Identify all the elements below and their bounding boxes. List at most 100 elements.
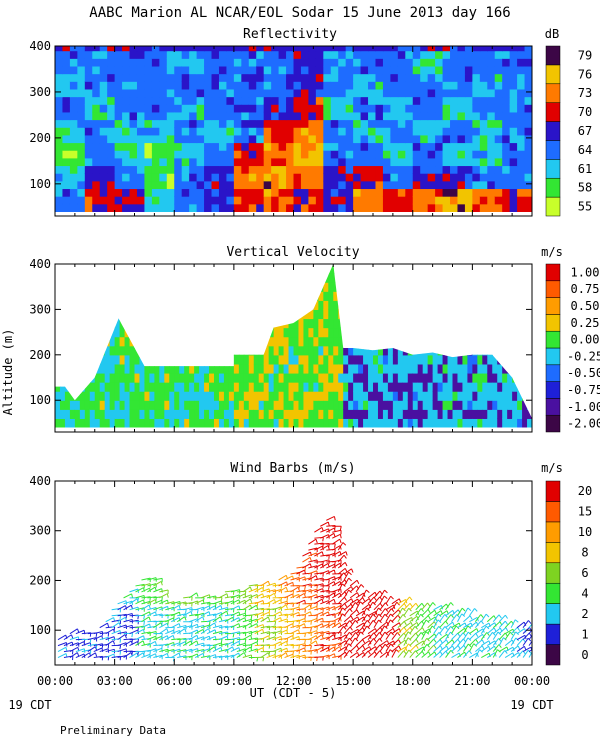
wind-barb [338,592,345,598]
velocity-cell [517,309,523,319]
reflectivity-cell [435,35,443,43]
reflectivity-cell [219,204,227,212]
velocity-cell [184,273,190,283]
velocity-cell [522,309,528,319]
reflectivity-cell [92,81,100,89]
velocity-cell [368,400,374,410]
velocity-cell [179,300,185,310]
reflectivity-cell [413,89,421,97]
velocity-cell [318,328,324,338]
velocity-cell [239,291,245,301]
velocity-cell [408,291,414,301]
velocity-cell [358,400,364,410]
reflectivity-cell [70,127,78,135]
velocity-cell [274,282,280,292]
reflectivity-cell [70,188,78,196]
velocity-cell [199,409,205,419]
reflectivity-cell [495,173,503,181]
reflectivity-cell [495,66,503,74]
reflectivity-cell [130,135,138,143]
velocity-cell [219,264,225,274]
colorbar-swatch [546,197,560,216]
reflectivity-cell [204,97,212,105]
velocity-cell [482,273,488,283]
reflectivity-cell [279,150,287,158]
velocity-cell [423,400,429,410]
reflectivity-cell [420,158,428,166]
reflectivity-cell [510,89,518,97]
reflectivity-cell [331,188,339,196]
velocity-cell [383,282,389,292]
reflectivity-cell [375,196,383,204]
velocity-cell [298,382,304,392]
reflectivity-cell [405,58,413,66]
velocity-cell [234,264,240,274]
velocity-cell [472,337,478,347]
wind-barb [338,597,344,604]
velocity-cell [214,318,220,328]
velocity-cell [169,309,175,319]
reflectivity-cell [316,135,324,143]
velocity-cell [65,273,71,283]
velocity-cell [353,418,359,428]
velocity-cell [70,318,76,328]
reflectivity-cell [100,66,108,74]
velocity-cell [403,391,409,401]
reflectivity-cell [189,35,197,43]
reflectivity-cell [249,112,257,120]
reflectivity-cell [323,127,331,135]
velocity-cell [388,273,394,283]
reflectivity-cell [450,104,458,112]
velocity-cell [70,382,76,392]
velocity-cell [144,364,150,374]
velocity-cell [130,337,136,347]
reflectivity-cell [70,58,78,66]
reflectivity-cell [405,142,413,150]
wind-barb-feather [269,603,270,607]
reflectivity-cell [256,181,264,189]
reflectivity-cell [241,127,249,135]
reflectivity-cell [428,181,436,189]
velocity-cell [135,409,141,419]
reflectivity-cell [457,104,465,112]
colorbar-label: -0.25 [567,349,600,363]
reflectivity-cell [316,89,324,97]
reflectivity-cell [122,81,130,89]
velocity-cell [90,382,96,392]
reflectivity-cell [70,142,78,150]
velocity-cell [453,409,459,419]
reflectivity-cell [152,204,160,212]
reflectivity-cell [420,58,428,66]
reflectivity-cell [331,66,339,74]
reflectivity-cell [338,104,346,112]
reflectivity-cell [85,89,93,97]
velocity-cell [189,382,195,392]
reflectivity-cell [301,165,309,173]
reflectivity-cell [197,43,205,51]
reflectivity-cell [115,58,123,66]
reflectivity-cell [249,150,257,158]
reflectivity-cell [70,89,78,97]
reflectivity-cell [234,196,242,204]
reflectivity-cell [308,112,316,120]
reflectivity-cell [323,173,331,181]
reflectivity-cell [286,165,294,173]
velocity-cell [199,273,205,283]
wind-barb-feather [453,622,455,626]
wind-barb-feather [311,573,312,577]
reflectivity-cell [55,120,63,128]
velocity-cell [338,400,344,410]
wind-barb-feather [287,597,288,601]
velocity-cell [338,409,344,419]
velocity-cell [70,418,76,428]
velocity-cell [274,291,280,301]
wind-barb [243,599,251,604]
velocity-cell [457,346,463,356]
reflectivity-cell [115,51,123,59]
velocity-cell [438,337,444,347]
reflectivity-cell [510,120,518,128]
velocity-cell [368,355,374,365]
reflectivity-cell [368,135,376,143]
reflectivity-cell [241,165,249,173]
reflectivity-cell [286,120,294,128]
